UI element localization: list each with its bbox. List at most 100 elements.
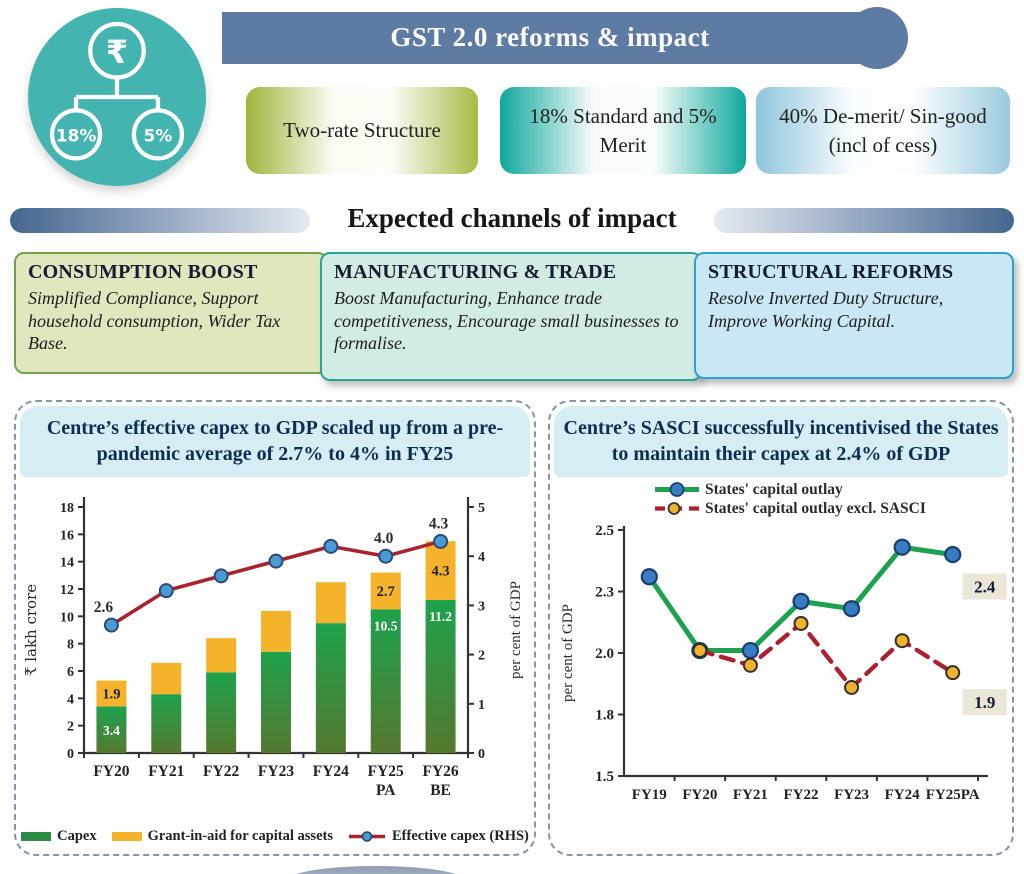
dashed-line-swatch-icon xyxy=(655,502,699,516)
channel-box-title: CONSUMPTION BOOST xyxy=(28,261,258,283)
channel-box-body: Simplified Compliance, Support household… xyxy=(28,288,281,354)
left-axis-tick-label: 10 xyxy=(60,610,74,625)
banner-gradient-left xyxy=(10,208,310,233)
right-axis-tick-label: 0 xyxy=(478,747,485,762)
capex-bar xyxy=(96,706,127,753)
channels-title: Expected channels of impact xyxy=(347,203,677,233)
capital-outlay-marker xyxy=(893,538,911,556)
header-banner-end-cap xyxy=(846,7,908,69)
x-axis-category-label: FY24 xyxy=(313,763,349,780)
gst-two-rate-tree-icon: ₹ 18% 5% xyxy=(49,21,185,161)
left-axis-tick-label: 1.8 xyxy=(595,707,614,723)
channel-box-structural: STRUCTURAL REFORMS Resolve Inverted Duty… xyxy=(694,252,1014,379)
capex-bar-label: 10.5 xyxy=(374,618,398,633)
capital-outlay-marker xyxy=(792,592,810,610)
x-axis-category-label: FY19 xyxy=(632,787,667,803)
effective-capex-marker xyxy=(323,538,339,554)
sasci-chart-title: Centre’s SASCI successfully incentivised… xyxy=(554,406,1008,477)
grant-bar xyxy=(151,662,182,695)
x-axis-category-label: FY24 xyxy=(885,787,920,803)
capex-bar xyxy=(206,672,237,753)
value-annotation-box xyxy=(962,573,1007,600)
line-point-label: 4.0 xyxy=(374,530,394,547)
capital-outlay-marker xyxy=(842,599,861,618)
value-annotation-box xyxy=(962,688,1007,715)
pill-label: 18% Standard and 5% Merit xyxy=(529,104,717,157)
channel-box-title: STRUCTURAL REFORMS xyxy=(708,261,954,283)
capital-outlay-excl-sasci-marker xyxy=(844,679,860,695)
effective-capex-marker xyxy=(433,533,449,549)
effective-capex-marker xyxy=(103,617,119,633)
gst-rate-tree-badge: ₹ 18% 5% xyxy=(28,8,206,186)
right-axis-tick-label: 2 xyxy=(478,648,485,663)
left-axis-tick-label: 2.0 xyxy=(595,646,614,662)
right-axis-title: per cent of GDP xyxy=(508,581,524,679)
legend-item-capital-outlay-excl: States' capital outlay excl. SASCI xyxy=(654,500,1012,518)
x-axis-category-label: FY26 xyxy=(422,763,458,780)
left-axis-tick-label: 1.5 xyxy=(595,769,614,785)
pill-standard-merit: 18% Standard and 5% Merit xyxy=(500,87,746,174)
sasci-chart-legend: States' capital outlay States' capital o… xyxy=(654,481,1012,518)
capex-chart-card: Centre’s effective capex to GDP scaled u… xyxy=(14,400,536,856)
legend-label: Grant-in-aid for capital assets xyxy=(147,828,333,844)
left-axis-tick-label: 2.3 xyxy=(595,584,614,600)
sasci-chart: 2.5 2.3 2.0 1.8 1.5 FY19 FY20 FY21 FY22 FY23 FY24 F… xyxy=(560,523,1007,803)
right-axis-tick-label: 3 xyxy=(478,599,485,614)
legend-item-capex: Capex xyxy=(21,828,97,845)
right-axis-tick-label: 1 xyxy=(478,698,485,713)
channel-box-body: Boost Manufacturing, Enhance trade compe… xyxy=(334,288,679,354)
grant-bar xyxy=(370,572,401,610)
x-axis-category-label: FY20 xyxy=(682,787,717,803)
capex-chart: 0246810121416180123453.410.511.21.92.74.… xyxy=(22,496,524,799)
standard-rate-circle xyxy=(49,108,103,161)
page-title: GST 2.0 reforms & impact xyxy=(390,22,710,52)
sasci-chart-card: Centre’s SASCI successfully incentivised… xyxy=(548,400,1014,856)
legend-item-effective-capex: Effective capex (RHS) xyxy=(348,828,529,845)
grant-bar xyxy=(261,610,291,652)
x-axis-category-label: FY20 xyxy=(93,763,129,780)
capex-bar xyxy=(261,651,291,753)
right-axis-tick-label: 4 xyxy=(478,550,485,565)
legend-label: States' capital outlay excl. SASCI xyxy=(705,499,926,517)
x-axis-category-label: FY23 xyxy=(258,763,294,780)
channel-box-body: Resolve Inverted Duty Structure, Improve… xyxy=(708,288,944,331)
capex-bar xyxy=(315,622,346,753)
left-axis-tick-label: 0 xyxy=(67,747,74,762)
merit-rate-circle xyxy=(131,108,185,161)
capex-bar-label: 3.4 xyxy=(103,723,120,738)
line-point-label: 4.3 xyxy=(429,515,449,532)
capex-bar xyxy=(151,694,182,753)
x-axis-category-label: FY21 xyxy=(148,763,184,780)
grant-bar-label: 2.7 xyxy=(377,584,395,600)
capex-chart-title: Centre’s effective capex to GDP scaled u… xyxy=(20,406,530,477)
legend-label: Effective capex (RHS) xyxy=(391,828,529,844)
x-axis-category-label: PA xyxy=(376,782,396,799)
standard-rate-value: 18% xyxy=(56,125,97,145)
left-axis-tick-label: 16 xyxy=(60,528,74,543)
capital-outlay-excl-sasci-marker xyxy=(742,657,758,673)
capex-bar xyxy=(370,609,401,753)
pill-label: Two-rate Structure xyxy=(283,118,441,143)
capital-outlay-excl-sasci-marker xyxy=(692,642,708,658)
left-axis-title: ₹ lakh crore xyxy=(22,584,40,676)
grant-swatch-icon xyxy=(111,832,142,841)
grant-bar-label: 4.3 xyxy=(432,563,450,579)
capex-swatch-icon xyxy=(21,832,52,841)
x-axis-category-label: FY23 xyxy=(834,787,869,803)
pill-label: 40% De-merit/ Sin-good (incl of cess) xyxy=(779,104,987,157)
pill-two-rate-structure: Two-rate Structure xyxy=(246,87,478,174)
tree-connector-lines xyxy=(73,77,161,112)
effective-capex-marker xyxy=(213,568,229,584)
left-axis-tick-label: 2.5 xyxy=(595,523,614,539)
x-axis-category-label: FY21 xyxy=(733,787,768,803)
left-axis-tick-label: 2 xyxy=(67,719,74,734)
left-axis-tick-label: 14 xyxy=(60,555,74,570)
channel-box-manufacturing: MANUFACTURING & TRADE Boost Manufacturin… xyxy=(320,252,702,381)
value-annotation-label: 1.9 xyxy=(974,693,995,712)
rupee-symbol: ₹ xyxy=(106,33,128,71)
capital-outlay-excl-sasci-marker xyxy=(793,615,809,631)
merit-rate-value: 5% xyxy=(144,125,173,145)
header-banner: GST 2.0 reforms & impact xyxy=(222,7,908,69)
legend-label: Capex xyxy=(57,828,97,844)
grant-bar xyxy=(425,540,456,600)
